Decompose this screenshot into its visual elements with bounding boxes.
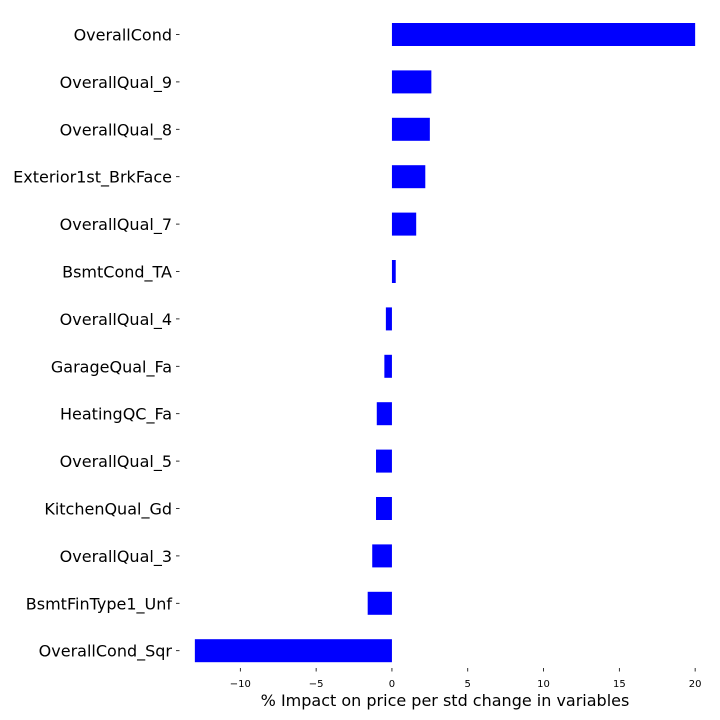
y-tick-label: OverallQual_8 bbox=[60, 120, 172, 140]
x-tick-label: 5 bbox=[465, 679, 471, 690]
y-tick-label: OverallQual_4 bbox=[60, 310, 172, 330]
y-tick-label: OverallCond_Sqr bbox=[39, 642, 173, 662]
y-tick-label: HeatingQC_Fa bbox=[60, 405, 172, 425]
x-axis-title: % Impact on price per std change in vari… bbox=[261, 691, 630, 710]
bar-HeatingQC_Fa bbox=[376, 402, 392, 426]
bar-OverallCond bbox=[391, 23, 696, 46]
x-tick-label: −5 bbox=[309, 679, 324, 690]
y-tick-label: GarageQual_Fa bbox=[51, 357, 172, 377]
y-tick-label: OverallQual_7 bbox=[60, 215, 172, 235]
y-tick-label: BsmtFinType1_Unf bbox=[26, 594, 173, 614]
bar-OverallQual_4 bbox=[385, 307, 392, 331]
bar-OverallQual_5 bbox=[376, 449, 392, 473]
x-tick-label: −10 bbox=[230, 679, 251, 690]
bar-BsmtCond_TA bbox=[391, 260, 396, 283]
bar-OverallQual_8 bbox=[391, 117, 430, 141]
x-tick-label: 15 bbox=[613, 679, 626, 690]
y-tick-label: OverallCond bbox=[74, 26, 172, 45]
x-axis: −10 −5 0 5 10 15 20 bbox=[230, 668, 702, 690]
x-tick-label: 10 bbox=[537, 679, 550, 690]
bar-GarageQual_Fa bbox=[384, 354, 392, 378]
y-tick-label: OverallQual_5 bbox=[60, 452, 172, 472]
bar-OverallCond_Sqr bbox=[194, 639, 392, 663]
bar-Exterior1st_BrkFace bbox=[391, 165, 426, 189]
bars-group bbox=[194, 23, 696, 663]
y-tick-label: BsmtCond_TA bbox=[62, 263, 172, 283]
bar-OverallQual_7 bbox=[391, 212, 417, 236]
x-tick-label: 20 bbox=[689, 679, 702, 690]
x-tick-label: 0 bbox=[389, 679, 395, 690]
bar-OverallQual_9 bbox=[391, 70, 432, 94]
bar-KitchenQual_Gd bbox=[376, 497, 392, 520]
bar-BsmtFinType1_Unf bbox=[367, 591, 392, 615]
y-tick-label: OverallQual_3 bbox=[60, 547, 172, 567]
y-tick-label: OverallQual_9 bbox=[60, 73, 172, 93]
y-tick-label: Exterior1st_BrkFace bbox=[13, 168, 172, 188]
y-tick-label: KitchenQual_Gd bbox=[44, 500, 172, 520]
y-axis-labels: OverallCond OverallQual_9 OverallQual_8 Ext… bbox=[13, 26, 180, 662]
bar-OverallQual_3 bbox=[372, 544, 392, 568]
